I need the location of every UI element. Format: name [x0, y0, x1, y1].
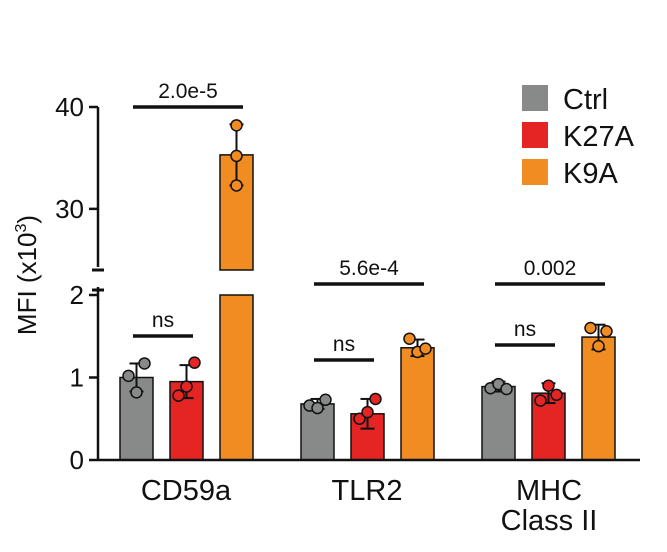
x-tick-label-2-1: Class II [501, 505, 598, 537]
y-axis-title-superscript: 3 [13, 224, 30, 233]
data-point-k9a-2-0 [584, 321, 597, 335]
y-tick-label-30: 30 [55, 194, 84, 224]
significance-label-1: ns [152, 309, 174, 332]
data-point-ctrl-0-1 [130, 386, 143, 399]
bar-k9a-2 [581, 336, 616, 461]
data-point-k9a-2-2 [600, 325, 613, 338]
data-point-k27a-1-1 [361, 405, 374, 419]
data-point-k9a-0-1 [230, 149, 243, 163]
y-tick-label-1: 1 [70, 363, 84, 393]
y-tick-label-2: 2 [70, 280, 84, 310]
y-tick-label-40: 40 [55, 92, 84, 122]
legend-label-ctrl: Ctrl [563, 84, 608, 116]
data-point-k9a-1-2 [419, 342, 432, 355]
significance-label-2: 5.6e-4 [339, 257, 399, 280]
data-point-k27a-2-2 [550, 388, 563, 402]
data-point-k9a-1-0 [403, 332, 416, 345]
data-point-k9a-2-1 [592, 339, 605, 353]
data-point-k9a-0-2 [230, 119, 243, 132]
data-point-k27a-0-0 [172, 389, 185, 402]
bar-k9a-lower-0 [219, 294, 254, 461]
y-tick-label-0: 0 [70, 445, 84, 475]
data-point-ctrl-0-2 [138, 357, 151, 370]
x-tick-label-0-0: CD59a [141, 475, 232, 507]
significance-label-5: ns [514, 318, 536, 341]
legend-label-k9a: K9A [563, 158, 618, 190]
data-point-ctrl-1-2 [319, 393, 332, 407]
legend-swatch-k9a [522, 159, 548, 185]
bar-ctrl-2 [481, 385, 516, 461]
y-axis-title-close: ) [12, 215, 42, 224]
data-point-k27a-2-1 [542, 379, 555, 392]
data-point-k27a-0-2 [188, 356, 201, 369]
data-point-ctrl-1-1 [311, 401, 324, 415]
data-point-k9a-0-0 [230, 179, 243, 192]
significance-label-3: ns [333, 333, 355, 356]
x-tick-label-1-0: TLR2 [332, 475, 403, 507]
data-point-k27a-1-0 [353, 412, 366, 425]
data-point-k27a-1-2 [369, 392, 382, 406]
data-point-ctrl-2-2 [500, 382, 513, 396]
data-point-k27a-0-1 [180, 380, 193, 393]
y-axis-title: MFI (x103) [12, 215, 42, 335]
significance-label-0: 2.0e-5 [158, 80, 218, 103]
y-axis-title-main: MFI (x10 [12, 233, 42, 336]
legend-label-k27a: K27A [563, 121, 635, 153]
x-tick-label-2-0: MHC [516, 475, 582, 507]
bar-k9a-1 [400, 347, 435, 461]
data-point-k27a-2-0 [534, 394, 547, 407]
legend-swatch-ctrl [522, 85, 548, 111]
significance-label-4: 0.002 [524, 257, 577, 280]
legend-swatch-k27a [522, 122, 548, 148]
data-point-ctrl-0-0 [122, 369, 135, 383]
